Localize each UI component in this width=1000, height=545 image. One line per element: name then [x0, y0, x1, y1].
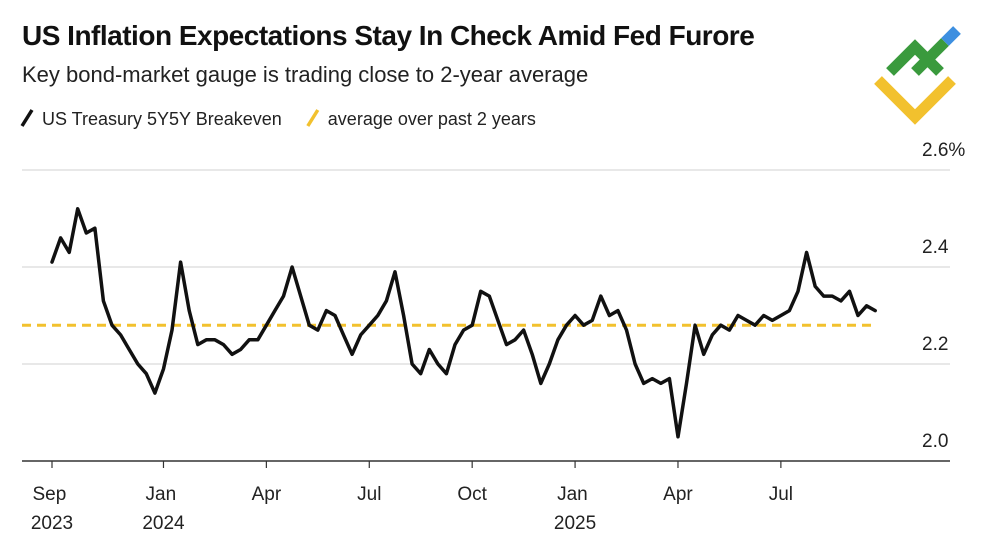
logo	[874, 26, 961, 125]
x-tick-label: Sep 2023	[31, 484, 73, 534]
x-tick-label: Apr	[252, 484, 282, 505]
y-tick-label: 2.4	[922, 237, 949, 258]
legend-swatch	[20, 109, 34, 127]
legend-swatch	[306, 109, 320, 127]
logo-green	[886, 39, 944, 76]
x-tick-label: Oct	[457, 484, 487, 505]
y-tick-label: 2.2	[922, 334, 948, 355]
legend-label: average over past 2 years	[328, 109, 536, 129]
legend: US Treasury 5Y5Y Breakeven average over p…	[20, 109, 536, 129]
plot: 2.0 2.2 2.4 2.6% Sep 2023 Jan 2024 Apr Jul Oct Ja…	[22, 140, 965, 534]
x-tick-label: Jul	[357, 484, 381, 505]
legend-label: US Treasury 5Y5Y Breakeven	[42, 109, 282, 129]
x-tick-label: Jul	[769, 484, 793, 505]
chart-subtitle: Key bond-market gauge is trading close t…	[22, 62, 588, 87]
y-tick-label: 2.6%	[922, 140, 965, 161]
x-tick-label: Jan 2025	[554, 484, 596, 534]
y-tick-label: 2.0	[922, 431, 948, 452]
logo-green-2	[911, 38, 949, 76]
logo-blue	[941, 26, 961, 46]
chart-title: US Inflation Expectations Stay In Check …	[22, 20, 754, 51]
x-tick-label: Apr	[663, 484, 693, 505]
x-tick-label: Jan 2024	[142, 484, 185, 534]
data-line	[50, 207, 877, 439]
logo-yellow	[874, 76, 956, 125]
